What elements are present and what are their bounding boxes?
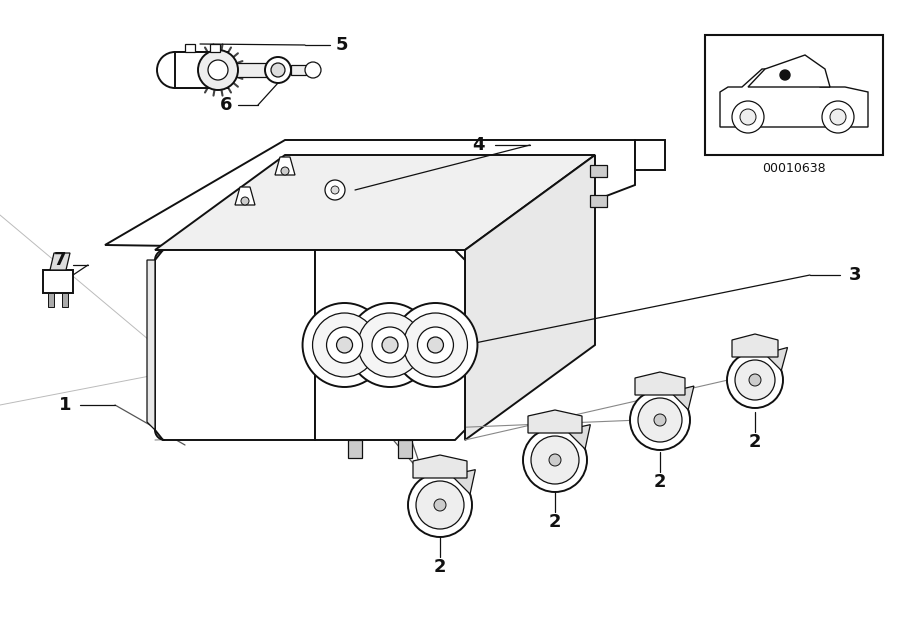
Circle shape [358, 313, 422, 377]
Text: 2: 2 [653, 473, 666, 491]
Polygon shape [348, 440, 362, 458]
Text: 2: 2 [549, 513, 562, 531]
Polygon shape [43, 270, 73, 293]
Text: 5: 5 [336, 36, 348, 54]
Circle shape [403, 313, 467, 377]
Circle shape [241, 197, 249, 205]
Polygon shape [185, 44, 195, 52]
Circle shape [312, 313, 376, 377]
Circle shape [418, 327, 454, 363]
Text: 3: 3 [849, 266, 861, 284]
Polygon shape [705, 35, 883, 155]
Circle shape [549, 454, 561, 466]
Polygon shape [732, 334, 778, 357]
Circle shape [337, 337, 353, 353]
Circle shape [732, 101, 764, 133]
Circle shape [780, 70, 790, 80]
Circle shape [416, 481, 464, 529]
Polygon shape [451, 470, 475, 494]
Circle shape [408, 473, 472, 537]
Polygon shape [590, 165, 607, 177]
Polygon shape [275, 157, 295, 175]
Polygon shape [590, 195, 607, 207]
Polygon shape [720, 69, 868, 127]
Polygon shape [48, 293, 54, 307]
Circle shape [428, 337, 444, 353]
Polygon shape [670, 386, 694, 410]
Polygon shape [635, 140, 665, 170]
Circle shape [348, 303, 432, 387]
Circle shape [302, 303, 386, 387]
Polygon shape [315, 250, 465, 440]
Polygon shape [175, 52, 228, 88]
Circle shape [630, 390, 690, 450]
Polygon shape [566, 425, 590, 449]
Polygon shape [155, 155, 595, 250]
Circle shape [735, 360, 775, 400]
Polygon shape [50, 253, 70, 270]
Polygon shape [291, 65, 306, 75]
Circle shape [305, 62, 321, 78]
Text: 4: 4 [472, 136, 484, 154]
Circle shape [208, 60, 228, 80]
Polygon shape [228, 63, 270, 77]
Circle shape [382, 337, 398, 353]
Polygon shape [105, 140, 635, 250]
Polygon shape [748, 55, 830, 87]
Circle shape [523, 428, 587, 492]
Polygon shape [147, 260, 155, 430]
Circle shape [327, 327, 363, 363]
Circle shape [265, 57, 291, 83]
Text: 2: 2 [434, 558, 446, 576]
Text: 1: 1 [58, 396, 71, 414]
Circle shape [271, 63, 285, 77]
Polygon shape [235, 187, 255, 205]
Circle shape [740, 109, 756, 125]
Circle shape [727, 352, 783, 408]
Circle shape [638, 398, 682, 442]
Text: 7: 7 [54, 251, 67, 269]
Circle shape [331, 186, 339, 194]
Circle shape [325, 180, 345, 200]
Polygon shape [528, 410, 582, 433]
Circle shape [372, 327, 408, 363]
Circle shape [281, 167, 289, 175]
Text: 2: 2 [749, 433, 761, 451]
Circle shape [822, 101, 854, 133]
Polygon shape [210, 44, 220, 52]
Polygon shape [155, 250, 315, 440]
Polygon shape [765, 347, 788, 370]
Polygon shape [413, 455, 467, 478]
Circle shape [654, 414, 666, 426]
Polygon shape [465, 155, 595, 440]
Polygon shape [398, 440, 412, 458]
Circle shape [198, 50, 238, 90]
Circle shape [749, 374, 761, 386]
Circle shape [434, 499, 446, 511]
Text: 00010638: 00010638 [762, 161, 826, 175]
Circle shape [830, 109, 846, 125]
Circle shape [531, 436, 579, 484]
Polygon shape [62, 293, 68, 307]
Polygon shape [635, 372, 685, 395]
Circle shape [393, 303, 478, 387]
Text: 6: 6 [220, 96, 232, 114]
